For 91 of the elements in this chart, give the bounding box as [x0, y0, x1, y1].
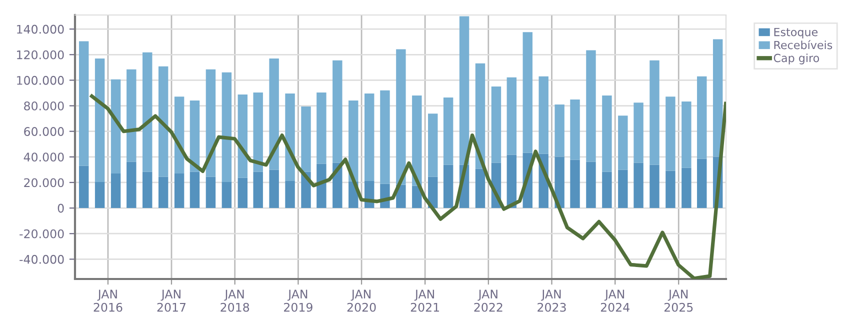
bar: [269, 58, 279, 170]
bar: [364, 93, 374, 181]
y-tick-label: 40.000: [24, 152, 64, 162]
bar: [380, 90, 390, 184]
legend-label: Estoque: [774, 28, 818, 38]
bar: [316, 164, 326, 208]
x-tick-label: JAN 2016: [94, 290, 122, 312]
legend-label: Recebíveis: [774, 40, 832, 50]
bar: [142, 52, 152, 172]
bar: [174, 174, 184, 208]
bar: [491, 86, 502, 163]
bar: [238, 178, 248, 208]
bar: [650, 164, 660, 208]
bar: [316, 92, 326, 164]
bar: [206, 176, 216, 208]
bar: [712, 39, 723, 157]
bar: [570, 100, 580, 160]
bar: [348, 100, 358, 182]
y-tick-label: 140.000: [17, 24, 64, 34]
y-tick-label: 20.000: [24, 178, 64, 188]
bar: [682, 102, 692, 168]
x-tick-label: JAN 2022: [474, 290, 502, 312]
bar: [538, 76, 548, 154]
bar: [253, 172, 263, 208]
bar: [602, 96, 612, 172]
bar: [142, 172, 152, 208]
bar: [190, 172, 200, 208]
bar: [475, 168, 486, 208]
bar: [586, 162, 596, 208]
bar: [190, 100, 200, 172]
bar: [301, 106, 311, 172]
bar: [94, 182, 105, 208]
y-tick-label: -20.000: [20, 229, 64, 238]
bar: [570, 160, 580, 208]
bar: [158, 176, 168, 208]
x-tick-label: JAN 2018: [220, 290, 250, 312]
bar: [618, 116, 628, 170]
bar: [697, 76, 707, 159]
bar: [222, 72, 232, 182]
y-tick-label: 0: [58, 204, 64, 213]
bar: [506, 154, 517, 208]
bar: [126, 69, 136, 162]
bar: [650, 60, 660, 165]
x-tick-label: JAN 2024: [600, 290, 630, 312]
bar: [285, 93, 295, 181]
bar: [94, 58, 105, 182]
bar: [554, 104, 564, 157]
bar: [459, 16, 470, 165]
y-tick-label: 80.000: [24, 101, 64, 110]
y-tick-label: 100.000: [17, 76, 64, 85]
y-tick-label: 120.000: [17, 50, 64, 60]
bar: [222, 182, 232, 208]
x-tick-label: JAN 2023: [538, 290, 566, 312]
x-tick-label: JAN 2021: [410, 290, 439, 312]
bar: [126, 162, 136, 208]
bar: [412, 96, 422, 186]
bar: [634, 102, 644, 163]
bar: [618, 170, 628, 208]
bar: [554, 156, 564, 208]
bar: [158, 66, 168, 177]
legend-label: Cap giro: [774, 54, 820, 64]
x-tick-label: JAN 2020: [347, 290, 376, 312]
bar: [269, 170, 279, 208]
bar: [206, 69, 216, 177]
bar: [697, 158, 707, 208]
line-series: [90, 94, 726, 279]
bar: [443, 164, 454, 208]
bar: [78, 166, 89, 208]
y-tick-label: 60.000: [24, 127, 64, 136]
bar: [634, 162, 644, 208]
bar: [78, 41, 89, 166]
bar: [110, 79, 121, 174]
x-tick-label: JAN 2025: [664, 290, 693, 312]
x-tick-label: JAN 2017: [157, 290, 186, 312]
bar: [332, 60, 342, 163]
bar: [110, 174, 121, 208]
y-tick-label: -40.000: [20, 254, 64, 264]
bar: [238, 94, 248, 178]
bar: [586, 50, 596, 162]
bar: [253, 92, 263, 172]
bar: [666, 96, 676, 171]
bar: [602, 172, 612, 208]
bar: [443, 97, 454, 165]
bar: [682, 168, 692, 208]
bar: [506, 77, 517, 155]
x-tick-label: JAN 2019: [284, 290, 312, 312]
bar: [666, 170, 676, 208]
bar: [285, 180, 295, 208]
bar: [396, 49, 406, 185]
bar: [522, 32, 532, 153]
bar: [428, 114, 438, 177]
